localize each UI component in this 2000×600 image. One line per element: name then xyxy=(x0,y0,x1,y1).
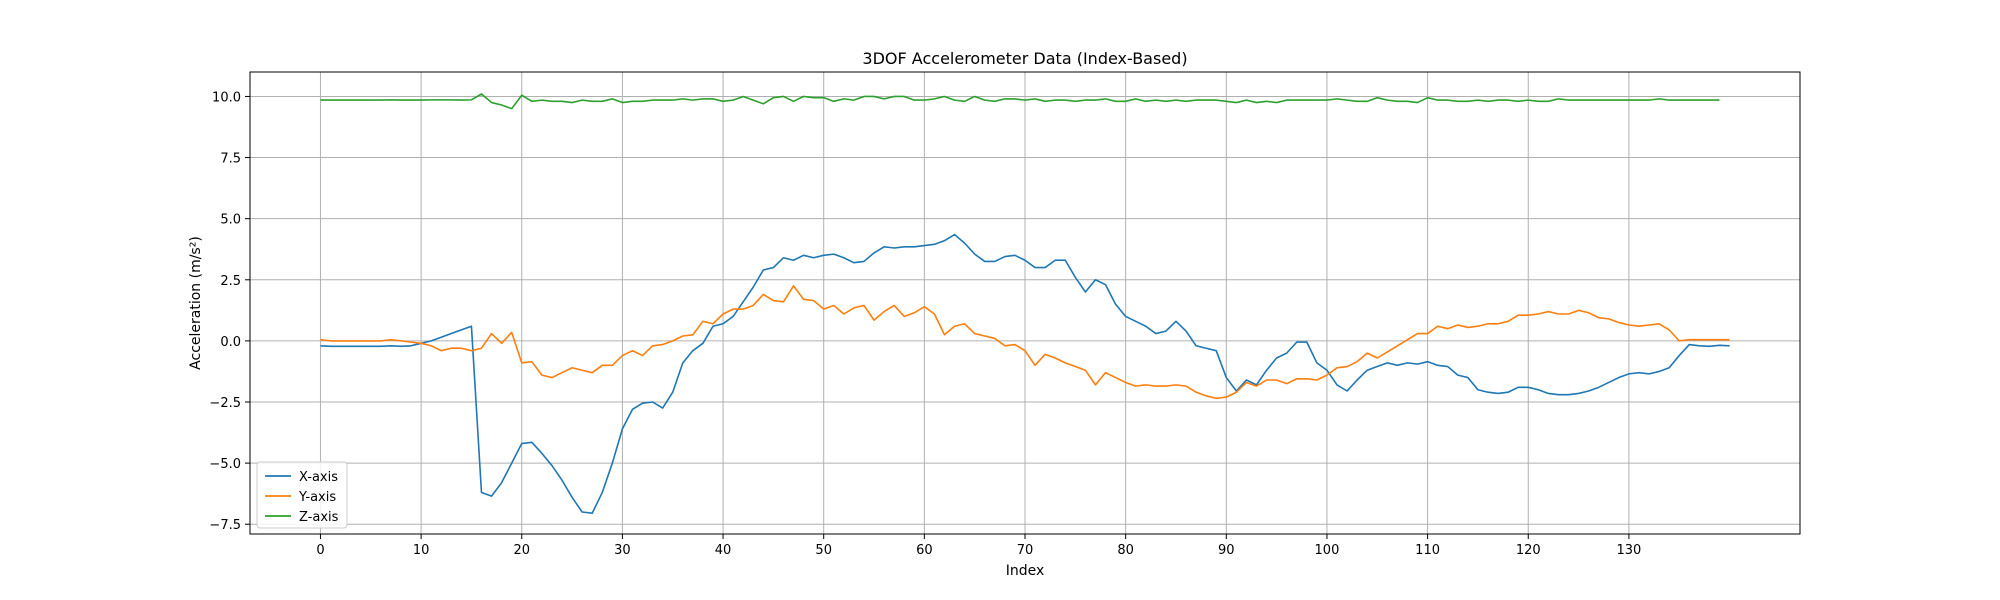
x-tick-label: 120 xyxy=(1516,543,1541,558)
x-tick-label: 50 xyxy=(815,543,832,558)
y-tick-label: 0.0 xyxy=(220,335,241,350)
legend-label-y-axis: Y-axis xyxy=(298,490,336,505)
x-axis-title: Index xyxy=(1006,563,1045,579)
series-lines xyxy=(320,93,1730,515)
x-tick-label: 130 xyxy=(1616,543,1641,558)
x-tick-label: 10 xyxy=(413,543,430,558)
legend: X-axis Y-axis Z-axis xyxy=(256,461,348,529)
x-tick-label: 100 xyxy=(1315,543,1340,558)
x-tick-label: 20 xyxy=(513,543,530,558)
x-tick-label: 30 xyxy=(614,543,631,558)
x-tick-label: 60 xyxy=(916,543,933,558)
y-tick-label: 7.5 xyxy=(220,152,241,167)
chart-title: 3DOF Accelerometer Data (Index-Based) xyxy=(862,49,1187,68)
y-tick-label: −5.0 xyxy=(209,457,241,472)
y-tick-label: −7.5 xyxy=(209,518,241,533)
x-tick-label: 70 xyxy=(1017,543,1034,558)
y-tick-label: 2.5 xyxy=(220,274,241,289)
legend-label-x-axis: X-axis xyxy=(299,470,338,485)
y-tick-label: 5.0 xyxy=(220,213,241,228)
series-line-z-axis xyxy=(320,93,1720,110)
legend-box xyxy=(256,461,348,529)
series-line-y-axis xyxy=(320,285,1730,400)
y-axis-title: Acceleration (m/s²) xyxy=(188,236,204,370)
series-line-x-axis xyxy=(320,233,1730,515)
x-tick-label: 110 xyxy=(1415,543,1440,558)
x-tick-label: 80 xyxy=(1117,543,1134,558)
legend-label-z-axis: Z-axis xyxy=(299,510,339,525)
x-tick-label: 0 xyxy=(316,543,324,558)
x-tick-label: 40 xyxy=(715,543,732,558)
x-tick-label: 90 xyxy=(1218,543,1235,558)
y-tick-label: 10.0 xyxy=(212,90,241,105)
y-tick-label: −2.5 xyxy=(209,396,241,411)
grid-lines xyxy=(250,72,1800,534)
axis-ticks: 0 10 20 30 40 50 60 70 80 90 100 110 120 130 −7.5 −5.0 −… xyxy=(209,90,1641,558)
